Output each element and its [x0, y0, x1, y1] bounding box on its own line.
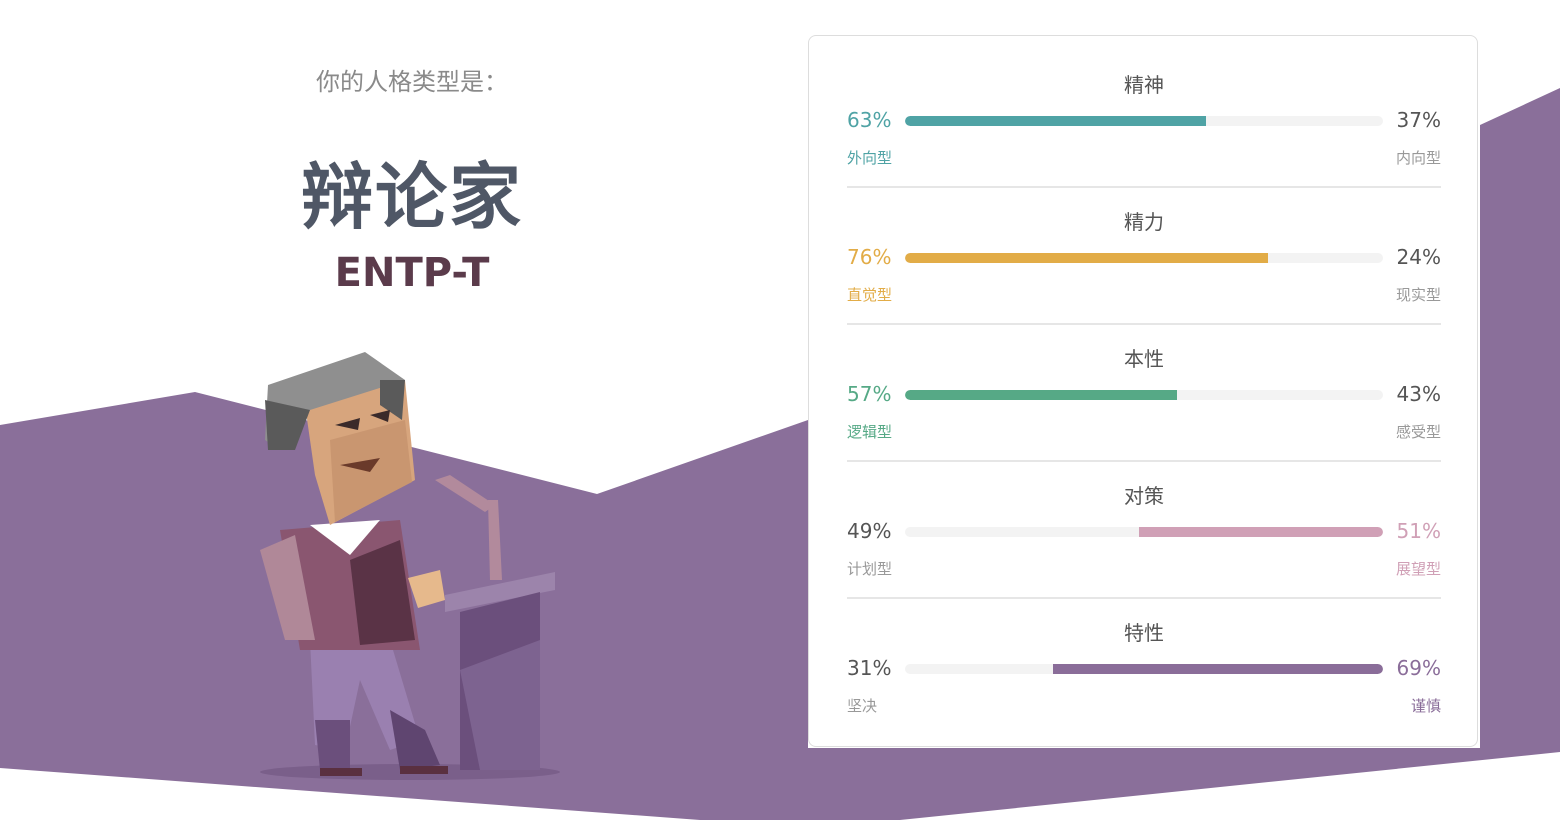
- trait-row: 特性 31% 69% 坚决 谨慎: [847, 584, 1441, 721]
- right-label: 展望型: [1395, 560, 1441, 578]
- right-label: 感受型: [1395, 423, 1441, 441]
- right-percent: 24%: [1396, 245, 1441, 269]
- trait-bar-fill: [905, 116, 1207, 126]
- trait-bar: [905, 253, 1383, 263]
- trait-title: 精神: [1124, 73, 1164, 97]
- type-name: 辩论家: [300, 155, 523, 239]
- left-label: 逻辑型: [847, 423, 893, 441]
- trait-title: 特性: [1124, 621, 1164, 645]
- trait-bar-fill: [905, 253, 1269, 263]
- trait-title: 精力: [1124, 210, 1164, 234]
- trait-bar-fill: [905, 390, 1178, 400]
- trait-row: 精神 63% 37% 外向型 内向型: [847, 36, 1441, 188]
- left-label: 外向型: [847, 149, 893, 167]
- left-percent: 31%: [847, 656, 892, 680]
- trait-title: 对策: [1124, 484, 1164, 508]
- type-code: ENTP-T: [334, 250, 490, 296]
- trait-bar: [905, 390, 1383, 400]
- left-percent: 76%: [847, 245, 892, 269]
- left-percent: 63%: [847, 108, 892, 132]
- left-label: 直觉型: [847, 286, 893, 304]
- left-percent: 57%: [847, 382, 892, 406]
- right-percent: 43%: [1396, 382, 1441, 406]
- trait-bar: [905, 527, 1383, 537]
- trait-row: 精力 76% 24% 直觉型 现实型: [847, 173, 1441, 325]
- divider: [847, 597, 1441, 599]
- trait-bar: [905, 116, 1383, 126]
- trait-bar: [905, 664, 1383, 674]
- right-percent: 37%: [1396, 108, 1441, 132]
- right-percent: 69%: [1396, 656, 1441, 680]
- trait-row: 对策 49% 51% 计划型 展望型: [847, 447, 1441, 599]
- trait-row: 本性 57% 43% 逻辑型 感受型: [847, 310, 1441, 462]
- right-label: 现实型: [1395, 286, 1441, 304]
- divider: [847, 186, 1441, 188]
- debater-illustration: [260, 352, 560, 780]
- left-label: 计划型: [847, 560, 893, 578]
- trait-title: 本性: [1124, 347, 1164, 371]
- right-label: 内向型: [1395, 149, 1441, 167]
- trait-bar-fill: [1053, 664, 1383, 674]
- right-label: 谨慎: [1410, 697, 1441, 715]
- left-label: 坚决: [847, 697, 878, 715]
- trait-card: 精神 63% 37% 外向型 内向型 精力 76% 24% 直觉型 现实型 本性…: [808, 35, 1478, 747]
- trait-bar-fill: [1139, 527, 1383, 537]
- divider: [847, 323, 1441, 325]
- divider: [847, 460, 1441, 462]
- left-percent: 49%: [847, 519, 892, 543]
- intro-text: 你的人格类型是：: [316, 68, 508, 96]
- right-percent: 51%: [1396, 519, 1441, 543]
